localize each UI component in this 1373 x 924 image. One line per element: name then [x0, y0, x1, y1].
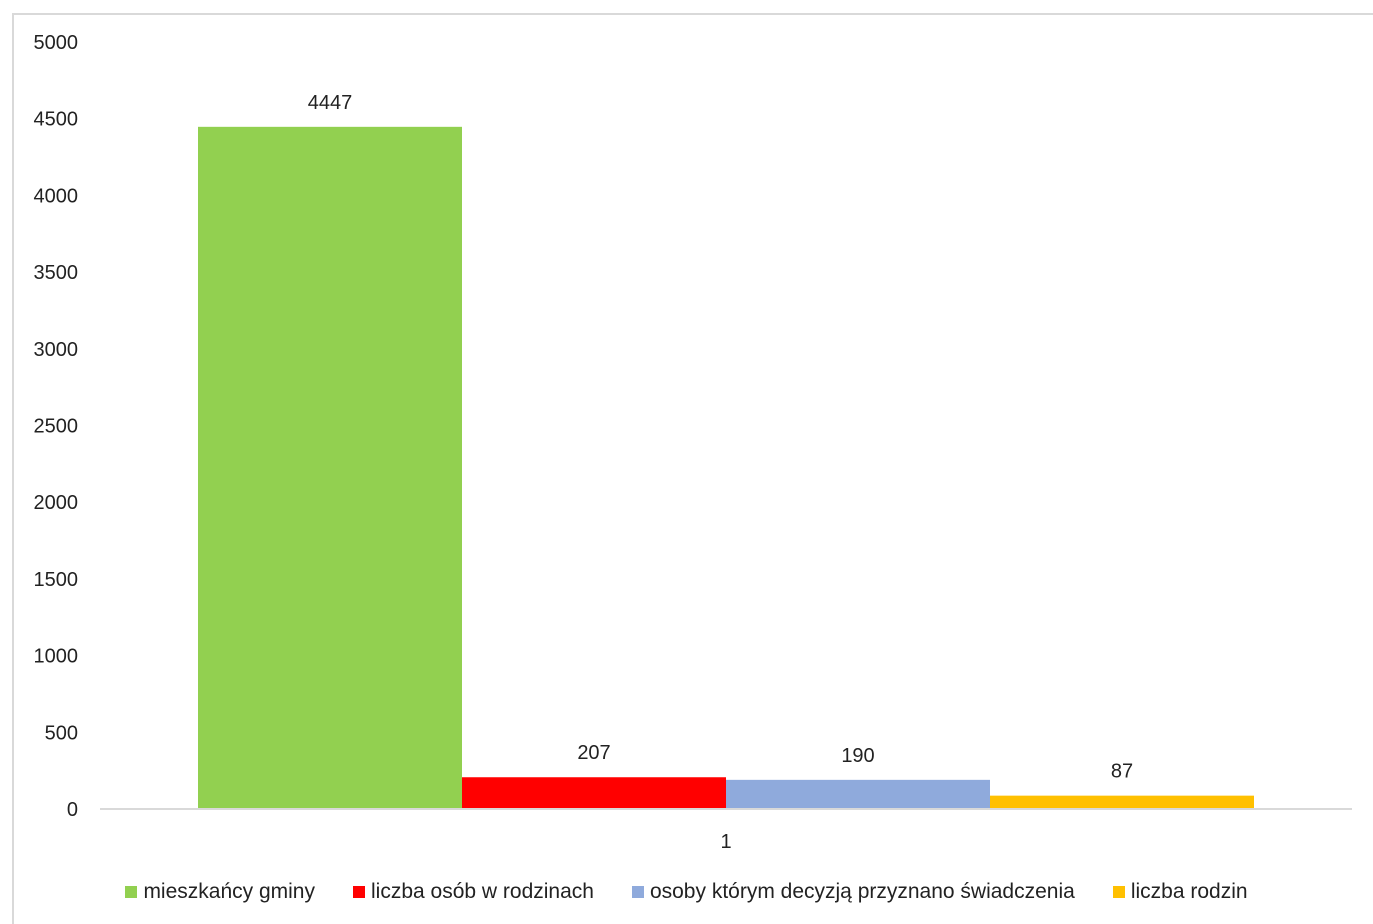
bar	[198, 126, 462, 809]
data-label: 87	[1111, 761, 1133, 783]
legend-swatch	[631, 886, 644, 898]
legend-item: liczba osób w rodzinach	[353, 880, 594, 904]
y-axis: 0 500 1000 1500 2000 2500 3000 3500 4000 4500 5000	[34, 32, 79, 821]
chart-frame	[12, 13, 1373, 924]
legend-item: mieszkańcy gminy	[125, 880, 315, 904]
y-tick-label: 0	[67, 799, 78, 821]
y-tick-label: 4500	[34, 109, 79, 131]
data-label: 207	[577, 742, 610, 764]
y-tick-label: 500	[45, 722, 78, 744]
y-tick-label: 1000	[34, 646, 79, 668]
legend-label: liczba osób w rodzinach	[371, 880, 594, 903]
legend-label: liczba rodzin	[1130, 880, 1248, 903]
data-label: 190	[841, 745, 874, 767]
y-tick-label: 1500	[34, 569, 79, 591]
legend-item: liczba rodzin	[1112, 880, 1248, 904]
legend-label: mieszkańcy gminy	[143, 880, 315, 903]
legend-swatch	[353, 886, 365, 898]
bar	[990, 795, 1254, 809]
legend-label: osoby którym decyzją przyznano świadczen…	[649, 880, 1075, 903]
y-tick-label: 2500	[34, 416, 79, 438]
legend-item: osoby którym decyzją przyznano świadczen…	[631, 880, 1075, 904]
bar	[462, 777, 726, 809]
legend: mieszkańcy gminy liczba osób w rodzinach o…	[0, 880, 1373, 904]
y-tick-label: 3000	[34, 339, 79, 361]
y-tick-label: 5000	[34, 32, 79, 54]
data-labels-group: 4447 207 190 87	[308, 92, 1133, 783]
x-axis: 1	[720, 831, 731, 853]
y-tick-label: 3500	[34, 262, 79, 284]
y-tick-label: 4000	[34, 185, 79, 207]
bar	[726, 779, 990, 809]
legend-swatch	[1112, 886, 1125, 898]
data-label: 4447	[308, 92, 353, 114]
legend-swatch	[125, 886, 138, 898]
bars-group	[198, 126, 1254, 809]
y-tick-label: 2000	[34, 492, 79, 514]
x-tick-label: 1	[720, 831, 731, 853]
bar-chart: 0 500 1000 1500 2000 2500 3000 3500 4000 4500 5000…	[34, 32, 1352, 853]
